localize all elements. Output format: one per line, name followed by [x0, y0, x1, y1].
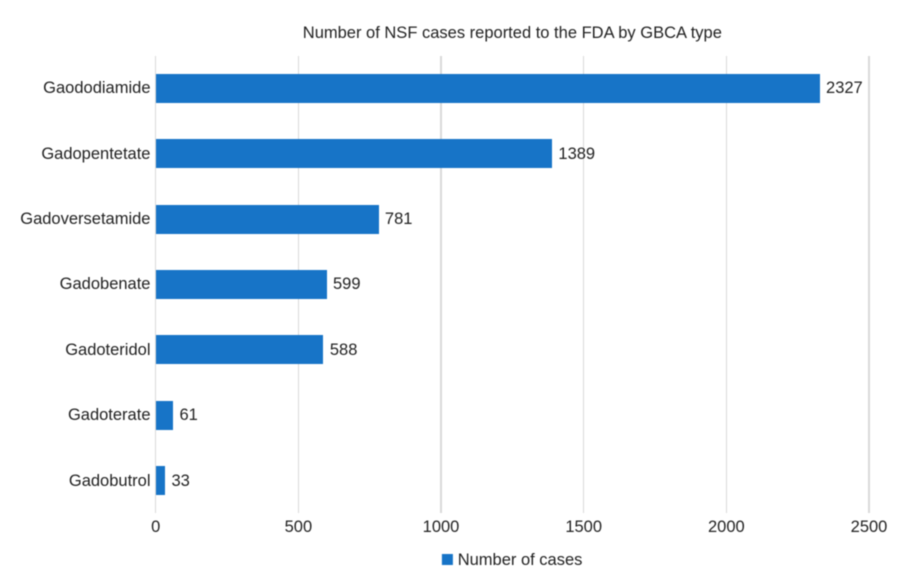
x-tick-label-1000: 1000: [422, 517, 460, 536]
legend-label: Number of cases: [457, 550, 583, 569]
value-label-gadoversetamide: 781: [384, 210, 413, 228]
x-tick-label-2500: 2500: [850, 517, 888, 536]
gridline-x-1500: [582, 55, 585, 513]
category-label-gadopentetate: Gadopentetate: [41, 144, 151, 163]
value-label-gadoteridol: 588: [329, 340, 358, 359]
bar-gadoteridol: [155, 335, 324, 365]
x-tick-label-1500: 1500: [565, 517, 603, 536]
category-label-gadobutrol: Gadobutrol: [68, 471, 151, 490]
bar-gadobenate: [155, 269, 327, 299]
bar-gadoterate: [155, 400, 174, 430]
chart-title: Number of NSF cases reported to the FDA …: [302, 24, 722, 42]
value-label-gadopentetate: 1389: [558, 144, 596, 163]
category-label-gadoversetamide: Gadoversetamide: [20, 210, 151, 228]
value-label-gadoterate: 61: [179, 406, 198, 425]
gridline-x-1000: [440, 55, 442, 513]
x-tick-label-2000: 2000: [707, 517, 745, 536]
plot-area: 2327 1389 781 599 588 61 33: [154, 55, 870, 514]
bar-gaododiamide: [155, 73, 820, 103]
legend: Number of cases: [442, 550, 582, 570]
bar-gadobutrol: [155, 466, 166, 496]
x-tick-label-0: 0: [151, 517, 161, 536]
category-label-gadoterate: Gadoterate: [67, 406, 151, 425]
x-tick-label-500: 500: [284, 517, 313, 536]
category-label-gaododiamide: Gaododiamide: [43, 79, 151, 98]
gridline-x-2500: [868, 55, 870, 513]
bar-gadopentetate: [155, 139, 552, 169]
category-label-gadobenate: Gadobenate: [59, 275, 151, 294]
legend-swatch-icon: [442, 554, 453, 565]
category-label-gadoteridol: Gadoteridol: [65, 340, 151, 359]
bar-gadoversetamide: [155, 204, 379, 234]
value-label-gadobutrol: 33: [171, 471, 190, 490]
value-label-gadobenate: 599: [332, 275, 361, 294]
gridline-x-2000: [725, 55, 728, 513]
value-label-gaododiamide: 2327: [826, 79, 863, 98]
